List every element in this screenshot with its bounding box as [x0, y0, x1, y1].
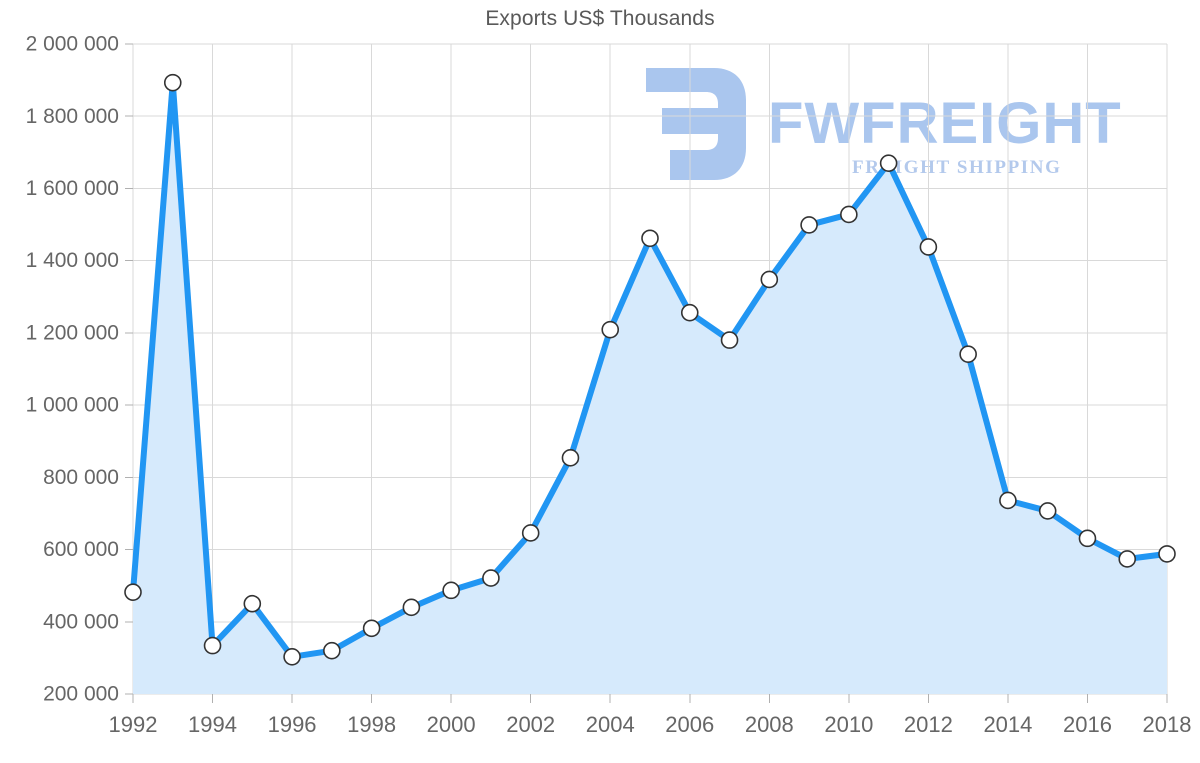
series-exports: [124, 73, 1176, 694]
series-markers: [124, 73, 1176, 666]
x-tick-label: 2006: [665, 712, 714, 737]
data-point-marker[interactable]: [800, 216, 818, 234]
y-tick-label: 800 000: [43, 466, 119, 489]
x-tick-label: 2012: [904, 712, 953, 737]
y-tick-label: 600 000: [43, 538, 119, 561]
y-tick-label: 2 000 000: [26, 33, 119, 56]
x-tick-label: 2014: [983, 712, 1032, 737]
data-point-marker[interactable]: [999, 491, 1017, 510]
data-point-marker[interactable]: [879, 154, 898, 172]
x-tick-label: 2016: [1063, 712, 1112, 737]
y-tick-label: 1 400 000: [26, 249, 119, 272]
data-point-marker[interactable]: [402, 598, 421, 617]
y-tick-label: 400 000: [43, 610, 119, 633]
data-point-marker[interactable]: [919, 238, 938, 256]
x-tick-label: 1998: [347, 712, 396, 737]
data-point-marker[interactable]: [601, 320, 620, 339]
chart-title: Exports US$ Thousands: [485, 7, 715, 30]
data-point-marker[interactable]: [482, 569, 500, 587]
data-point-marker[interactable]: [1118, 550, 1137, 568]
y-tick-label: 1 600 000: [26, 177, 119, 200]
data-point-marker[interactable]: [283, 648, 301, 666]
data-point-marker[interactable]: [203, 636, 222, 655]
data-point-marker[interactable]: [720, 331, 739, 349]
data-point-marker[interactable]: [561, 449, 580, 467]
x-tick-label: 2002: [506, 712, 555, 737]
data-point-marker[interactable]: [521, 524, 540, 542]
x-tick-label: 1996: [268, 712, 317, 737]
data-point-marker[interactable]: [124, 583, 142, 601]
data-point-marker[interactable]: [1038, 502, 1057, 520]
y-axis-ticks: [125, 43, 133, 695]
y-tick-label: 1 800 000: [26, 105, 119, 128]
x-axis-labels: 1992 1994 1996 1998 2000 2002 2004 2006 2008 2010…: [109, 712, 1192, 737]
x-tick-label: 2000: [427, 712, 476, 737]
x-tick-label: 2018: [1143, 712, 1192, 737]
x-tick-label: 2008: [745, 712, 794, 737]
x-tick-label: 2010: [824, 712, 873, 737]
data-point-marker[interactable]: [1078, 529, 1097, 548]
data-point-marker[interactable]: [959, 345, 977, 363]
x-axis-ticks: [132, 694, 1168, 703]
data-point-marker[interactable]: [362, 619, 381, 638]
x-tick-label: 1994: [188, 712, 237, 737]
y-axis-labels: 200 000 400 000 600 000 800 000 1 000 000 1 2…: [26, 33, 119, 706]
data-point-marker[interactable]: [641, 229, 659, 248]
y-tick-label: 1 200 000: [26, 321, 119, 344]
data-point-marker[interactable]: [680, 303, 699, 322]
data-point-marker[interactable]: [323, 641, 341, 660]
data-point-marker[interactable]: [163, 73, 182, 92]
y-tick-label: 200 000: [43, 683, 119, 706]
data-point-marker[interactable]: [442, 581, 460, 600]
x-tick-label: 1992: [109, 712, 158, 737]
data-point-marker[interactable]: [760, 270, 779, 289]
data-point-marker[interactable]: [243, 594, 262, 613]
series-area-fill: [133, 82, 1167, 694]
x-tick-label: 2004: [586, 712, 635, 737]
data-point-marker[interactable]: [1158, 545, 1176, 563]
data-point-marker[interactable]: [840, 205, 858, 224]
y-tick-label: 1 000 000: [26, 394, 119, 417]
